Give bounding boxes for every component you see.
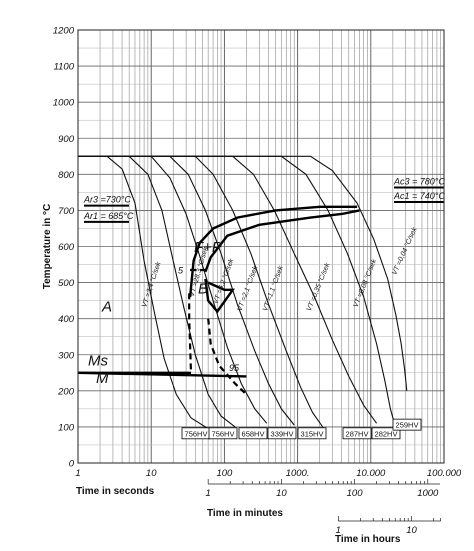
x-tick-label: 100 xyxy=(216,468,233,479)
y-tick-label: 1200 xyxy=(53,26,75,37)
plot-frame xyxy=(77,29,445,464)
y-tick-label: 300 xyxy=(58,350,75,361)
hardness-box xyxy=(238,427,268,440)
critical-temp-label: Ac3 = 780°C xyxy=(393,177,445,187)
transformation-line-f-p-start xyxy=(188,205,358,298)
transformation-dashed-b-start xyxy=(188,293,193,373)
region-label-m: M xyxy=(96,370,109,387)
hardness-label: 658HV xyxy=(242,429,265,438)
y-tick-label: 800 xyxy=(58,170,75,181)
region-label-ms: Ms xyxy=(88,353,108,370)
minute-tick-label: 1 xyxy=(206,488,211,499)
y-tick-label: 600 xyxy=(58,242,75,253)
transformation-line-f-p-finish xyxy=(204,209,360,273)
x-tick-label: 10 xyxy=(146,468,157,479)
cooling-curve-6 xyxy=(78,155,378,424)
x-tick-label: 100.000 xyxy=(427,468,462,479)
transformation-line-b-finish xyxy=(204,278,235,314)
cooling-rate-label: VT =2,1 °C/sek xyxy=(236,264,260,312)
hardness-label: 756HV xyxy=(212,429,235,438)
cooling-curve-5 xyxy=(78,155,324,428)
hardness-label: 259HV xyxy=(396,421,419,430)
cooling-curve-8 xyxy=(78,155,408,391)
cooling-curve-3 xyxy=(78,155,268,424)
grid xyxy=(77,29,444,464)
y-tick-label: 1000 xyxy=(53,98,75,109)
hardness-label: 339HV xyxy=(271,429,294,438)
minute-tick-label: 100 xyxy=(347,488,364,499)
y-tick-label: 500 xyxy=(58,278,75,289)
y-tick-label: 700 xyxy=(58,206,75,217)
hardness-label: 315HV xyxy=(301,429,324,438)
cooling-curve-4 xyxy=(78,155,295,426)
region-label-5: 5 xyxy=(178,266,184,276)
x-tick-label: 10.000 xyxy=(356,468,386,479)
minute-tick-label: 1000 xyxy=(417,488,439,499)
critical-temp-label: Ar1 = 685°C xyxy=(83,211,134,221)
cooling-curves xyxy=(78,155,408,430)
minutes-axis-label: Time in minutes xyxy=(207,508,283,519)
y-tick-label: 200 xyxy=(57,386,75,397)
critical-temp-label: Ar3 =730°C xyxy=(83,195,131,205)
y-axis-label: Temperature in °C xyxy=(42,204,53,290)
hardness-box xyxy=(371,427,401,440)
cooling-rate-label: VT =0,35 °C/sek xyxy=(305,261,332,312)
hardness-box xyxy=(342,427,372,440)
region-label-95: 95 xyxy=(229,363,240,373)
hardness-label: 756HV xyxy=(185,429,208,438)
critical-temp-label: Ac1 = 740°C xyxy=(393,191,445,201)
hours-axis-label: Time in hours xyxy=(335,534,401,545)
hardness-label: 287HV xyxy=(346,429,369,438)
cooling-rate-label: VT =0,04 °C/sek xyxy=(390,226,418,277)
x-axis-label: Time in seconds xyxy=(76,486,155,497)
hardness-box xyxy=(297,427,327,440)
region-label-b: B xyxy=(198,280,208,297)
x-tick-label: 1000. xyxy=(286,468,310,479)
cooling-curve-1 xyxy=(78,155,209,430)
y-tick-label: 1100 xyxy=(54,62,75,73)
hour-tick-label: 1 xyxy=(336,525,341,536)
hardness-box xyxy=(208,427,238,440)
cooling-curve-2 xyxy=(78,155,236,428)
hardness-box xyxy=(392,418,422,431)
hardness-label: 282HV xyxy=(375,429,398,438)
hour-tick-label: 10 xyxy=(406,525,417,536)
minute-tick-label: 10 xyxy=(276,488,287,499)
y-tick-label: 400 xyxy=(58,314,75,325)
cooling-curve-7 xyxy=(78,155,395,424)
axes: 0100200300400500600700800900100011001200… xyxy=(42,26,462,546)
y-tick-label: 100 xyxy=(58,422,75,433)
hardness-box xyxy=(267,427,297,440)
y-tick-label: 900 xyxy=(58,134,75,145)
region-label-a: A xyxy=(101,298,112,315)
transformation-lines xyxy=(77,205,360,396)
y-tick-label: 0 xyxy=(69,459,75,470)
x-tick-label: 1 xyxy=(75,468,80,479)
region-label-f-p: F+P xyxy=(194,239,222,256)
